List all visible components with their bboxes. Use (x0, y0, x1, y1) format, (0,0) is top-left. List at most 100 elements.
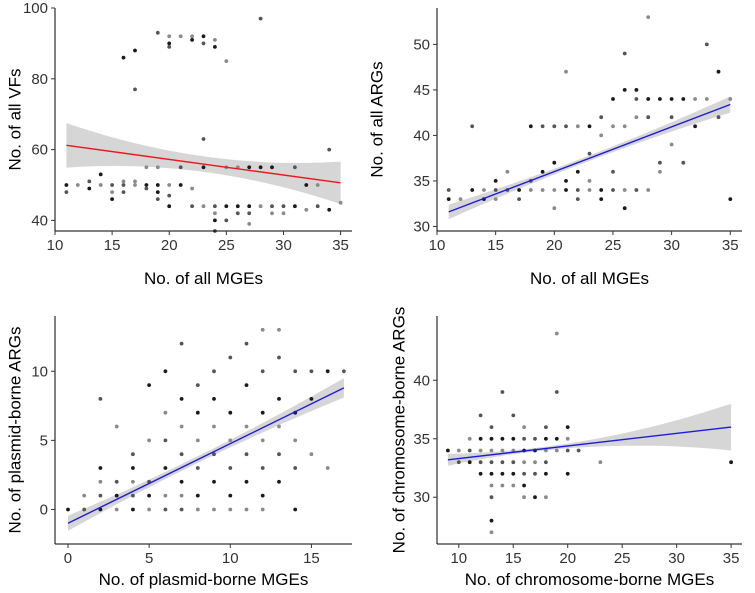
data-point (544, 495, 548, 500)
data-point (114, 493, 119, 498)
data-point (213, 218, 217, 223)
data-point (622, 188, 627, 192)
x-tick-label: 25 (605, 237, 622, 254)
data-point (114, 507, 119, 512)
data-point (293, 466, 298, 470)
data-point (728, 197, 733, 202)
data-point (325, 369, 330, 374)
data-point (587, 188, 592, 192)
data-point (98, 397, 103, 401)
x-axis-label: No. of all MGEs (530, 269, 649, 288)
data-point (270, 211, 274, 216)
data-point (121, 183, 126, 187)
y-tick-label: 0 (40, 501, 48, 518)
data-point (235, 211, 240, 216)
data-point (522, 495, 526, 500)
data-point (493, 188, 498, 192)
data-point (489, 495, 494, 500)
data-point (489, 530, 494, 535)
data-point (669, 142, 674, 147)
data-point (565, 436, 570, 441)
data-point (669, 115, 674, 120)
data-point (277, 424, 281, 429)
data-point (121, 179, 126, 184)
data-point (446, 197, 451, 202)
data-point (277, 479, 281, 484)
data-point (544, 460, 548, 465)
data-point (500, 436, 505, 441)
scatter-points (66, 327, 346, 512)
data-point (500, 448, 505, 453)
data-point (446, 188, 451, 192)
data-point (179, 479, 184, 484)
data-point (178, 165, 183, 170)
regression-line (66, 144, 341, 184)
data-point (247, 211, 252, 216)
panel-chromosome-args-vs-chromosome-mges: 10 15 20 25 30 35 30 35 40 No. of chromosome-bor… (389, 307, 742, 589)
data-point (646, 115, 651, 120)
y-axis-label: No. of plasmid-borne ARGs (5, 327, 24, 534)
x-tick-label: 25 (614, 550, 631, 567)
data-point (258, 204, 263, 209)
x-tick-label: 30 (663, 237, 680, 254)
confidence-band (447, 403, 732, 466)
data-point (260, 369, 265, 374)
data-point (195, 493, 200, 498)
data-point (315, 183, 320, 187)
data-point (179, 424, 184, 429)
data-point (244, 452, 249, 457)
data-point (544, 448, 548, 453)
data-point (144, 186, 149, 191)
data-point (304, 207, 309, 212)
data-point (258, 165, 263, 170)
data-point (179, 493, 184, 498)
data-point (144, 165, 149, 170)
data-point (133, 183, 137, 187)
data-point (228, 438, 233, 443)
data-point (163, 507, 168, 512)
x-tick-label: 10 (450, 550, 467, 567)
data-point (693, 97, 697, 101)
data-point (293, 165, 297, 170)
data-point (500, 460, 505, 465)
data-point (247, 165, 252, 170)
data-point (195, 438, 200, 443)
data-point (163, 493, 168, 498)
data-point (213, 204, 217, 209)
data-point (634, 88, 639, 92)
data-point (235, 204, 240, 209)
x-tick-label: 20 (161, 237, 178, 254)
data-point (304, 183, 309, 187)
data-point (511, 471, 516, 476)
data-point (478, 436, 483, 441)
data-point (260, 438, 265, 443)
data-point (338, 200, 343, 205)
data-point (179, 397, 184, 401)
data-point (489, 425, 494, 429)
data-point (646, 15, 651, 19)
data-point (131, 452, 135, 457)
data-point (260, 410, 265, 415)
y-tick-label: 40 (31, 212, 48, 229)
data-point (478, 413, 483, 418)
data-point (66, 507, 70, 512)
data-point (704, 42, 709, 47)
data-point (82, 493, 87, 498)
data-point (729, 460, 733, 465)
data-point (540, 124, 545, 129)
data-point (212, 452, 216, 457)
data-point (75, 183, 80, 187)
data-point (493, 197, 498, 202)
data-point (277, 355, 281, 360)
data-point (201, 137, 206, 141)
data-point (587, 124, 592, 129)
x-tick-label: 15 (303, 550, 320, 567)
x-tick-label: 10 (222, 550, 239, 567)
data-point (213, 211, 217, 216)
data-point (133, 48, 137, 53)
data-point (500, 390, 505, 394)
data-point (565, 471, 570, 476)
data-point (544, 471, 548, 476)
scatter-points (446, 15, 733, 211)
data-point (167, 34, 172, 39)
